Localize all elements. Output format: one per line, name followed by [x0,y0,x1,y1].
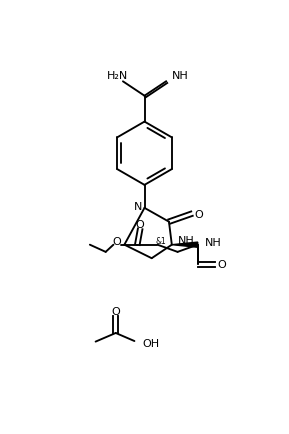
Text: O: O [217,260,226,270]
Text: O: O [111,306,120,316]
Text: NH: NH [172,71,189,81]
Text: N: N [134,202,142,212]
Polygon shape [172,243,198,248]
Text: NH: NH [205,237,222,247]
Text: H₂N: H₂N [107,71,128,81]
Text: O: O [136,219,144,229]
Text: O: O [194,209,203,219]
Text: OH: OH [142,338,160,348]
Text: O: O [112,237,121,247]
Text: NH: NH [178,235,195,245]
Text: &1: &1 [155,236,166,245]
